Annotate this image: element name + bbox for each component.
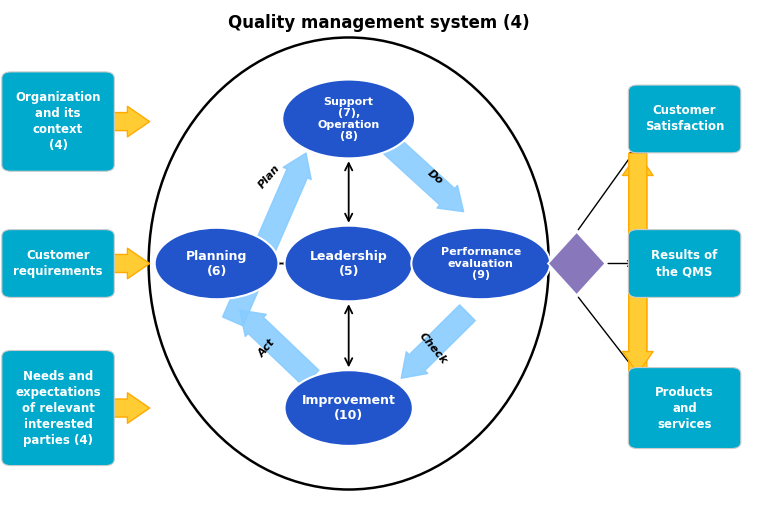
FancyArrowPatch shape: [401, 305, 475, 378]
Text: Needs and
expectations
of relevant
interested
parties (4): Needs and expectations of relevant inter…: [15, 369, 101, 446]
Text: Organization
and its
context
(4): Organization and its context (4): [15, 91, 101, 152]
Text: Customer
Satisfaction: Customer Satisfaction: [645, 104, 724, 133]
Ellipse shape: [285, 226, 413, 301]
Text: Support
(7),
Operation
(8): Support (7), Operation (8): [317, 96, 380, 141]
FancyArrowPatch shape: [622, 153, 653, 374]
FancyArrowPatch shape: [382, 136, 463, 212]
Ellipse shape: [282, 80, 415, 159]
Text: Performance
evaluation
(9): Performance evaluation (9): [441, 247, 521, 280]
Ellipse shape: [411, 228, 550, 299]
Text: Plan: Plan: [257, 163, 282, 190]
Ellipse shape: [154, 228, 279, 299]
FancyArrowPatch shape: [223, 153, 311, 326]
Text: Act: Act: [257, 338, 278, 359]
Text: Leadership
(5): Leadership (5): [310, 249, 388, 278]
FancyArrowPatch shape: [240, 310, 319, 386]
FancyBboxPatch shape: [628, 85, 741, 153]
FancyBboxPatch shape: [2, 350, 114, 465]
FancyArrowPatch shape: [622, 153, 653, 374]
Text: Customer
requirements: Customer requirements: [14, 249, 103, 278]
FancyBboxPatch shape: [2, 72, 114, 171]
FancyBboxPatch shape: [628, 230, 741, 297]
FancyBboxPatch shape: [628, 367, 741, 448]
Text: Quality management system (4): Quality management system (4): [228, 14, 530, 32]
Text: Planning
(6): Planning (6): [186, 249, 248, 278]
Text: Do: Do: [425, 168, 445, 186]
Text: Improvement
(10): Improvement (10): [302, 394, 396, 422]
FancyBboxPatch shape: [2, 230, 114, 297]
FancyArrowPatch shape: [108, 106, 150, 137]
FancyArrowPatch shape: [108, 248, 150, 279]
FancyArrowPatch shape: [108, 393, 150, 423]
Text: Results of
the QMS: Results of the QMS: [652, 249, 718, 278]
Text: Check: Check: [417, 331, 449, 366]
Polygon shape: [548, 232, 606, 295]
Ellipse shape: [285, 370, 413, 446]
Text: Products
and
services: Products and services: [656, 386, 714, 431]
